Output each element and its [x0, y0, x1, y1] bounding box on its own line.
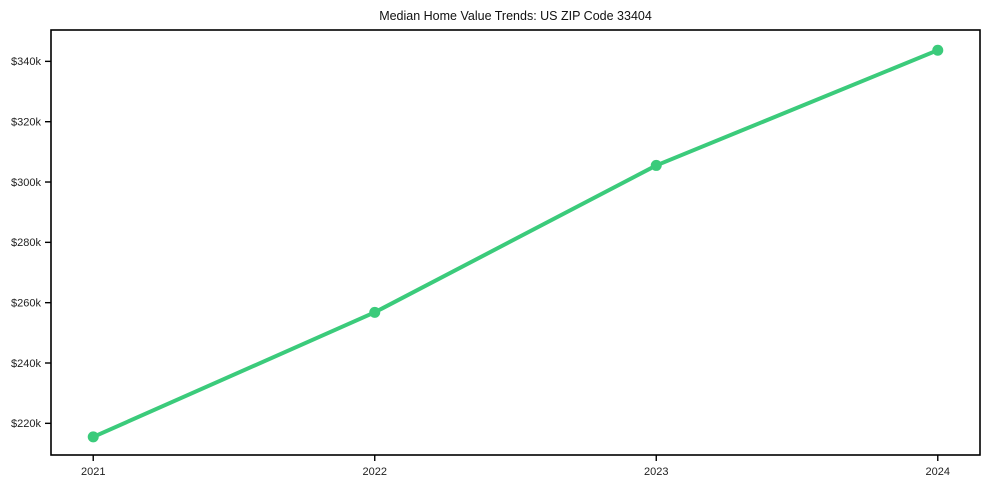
- y-tick-label: $260k: [11, 297, 41, 309]
- data-point: [650, 159, 662, 171]
- x-tick-label: 2024: [926, 466, 950, 478]
- data-point: [932, 44, 944, 56]
- series-layer: [87, 44, 944, 443]
- y-tick-label: $240k: [11, 358, 41, 370]
- data-point: [87, 431, 99, 443]
- axis-ticks: $220k $240k $260k $280k $300k $320k $340k 2021 2…: [11, 56, 950, 478]
- x-tick-label: 2022: [363, 466, 387, 478]
- y-tick-label: $340k: [11, 56, 41, 68]
- x-tick-label: 2023: [644, 466, 668, 478]
- axes-spines: [50, 29, 981, 456]
- data-point: [369, 306, 381, 318]
- plot-area: [51, 30, 980, 455]
- y-tick-label: $300k: [11, 177, 41, 189]
- y-tick-label: $280k: [11, 237, 41, 249]
- chart-title: Median Home Value Trends: US ZIP Code 33…: [379, 9, 652, 23]
- y-tick-label: $220k: [11, 418, 41, 430]
- trend-line: [91, 48, 940, 439]
- x-tick-label: 2021: [81, 466, 105, 478]
- y-tick-label: $320k: [11, 116, 41, 128]
